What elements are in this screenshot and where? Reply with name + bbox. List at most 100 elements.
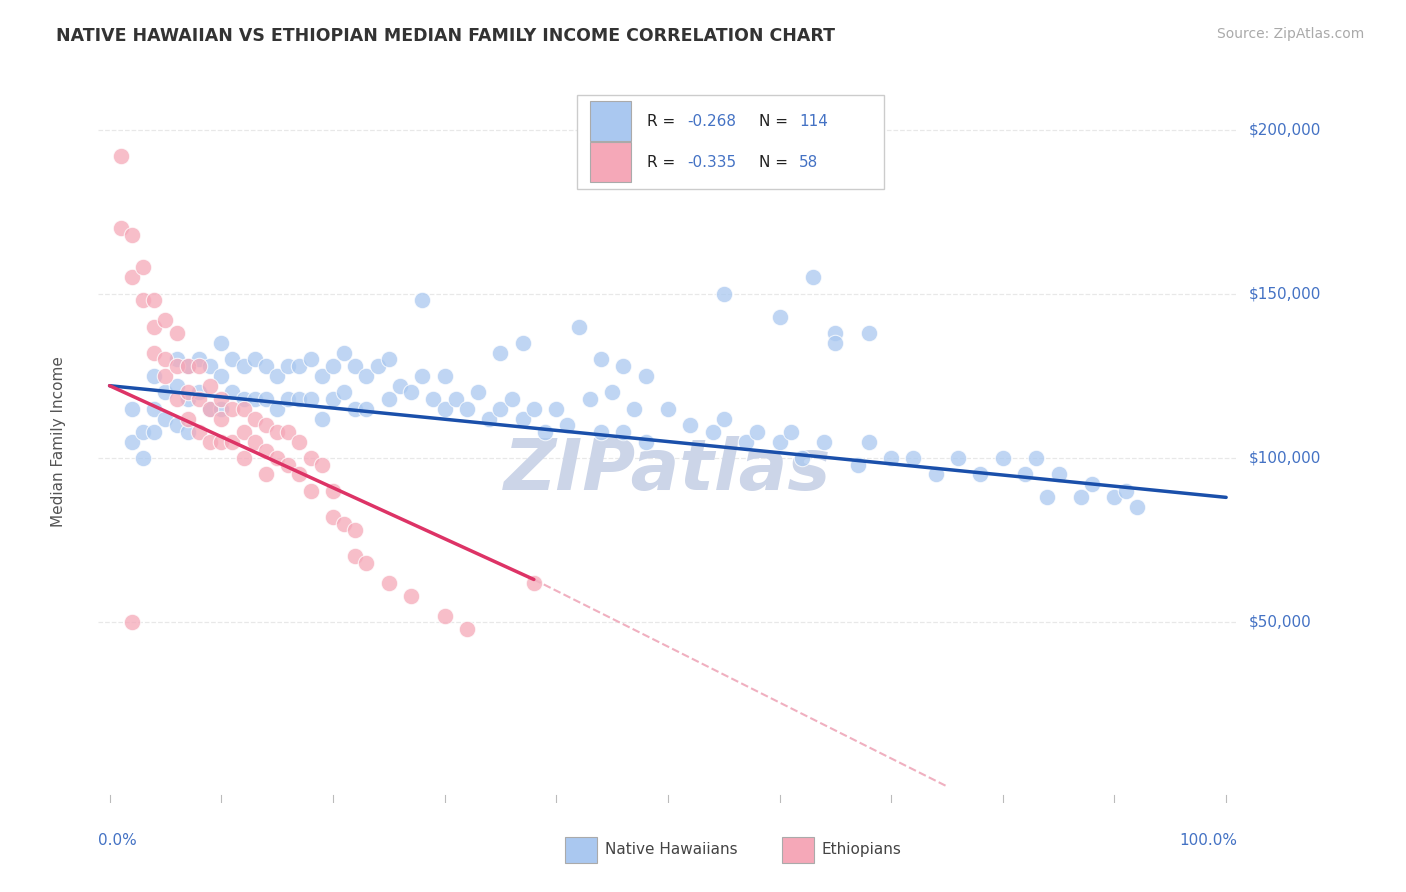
Point [679, 418, 702, 433]
Point [433, 368, 456, 383]
Point [322, 510, 344, 524]
Point [155, 411, 177, 425]
Point [232, 450, 254, 465]
Point [311, 368, 333, 383]
Bar [591, 143, 631, 182]
Point [221, 434, 243, 449]
Point [121, 401, 143, 416]
Point [790, 450, 813, 465]
Point [333, 346, 356, 360]
Point [254, 418, 277, 433]
Point [243, 434, 266, 449]
Point [557, 418, 579, 433]
Text: N =: N = [759, 113, 793, 128]
Text: Source: ZipAtlas.com: Source: ZipAtlas.com [1216, 27, 1364, 41]
Point [209, 401, 232, 416]
Point [277, 359, 299, 373]
Point [232, 392, 254, 406]
Point [422, 392, 444, 406]
Point [254, 444, 277, 458]
Point [198, 359, 221, 373]
Point [344, 401, 367, 416]
Point [969, 467, 991, 482]
Text: Native Hawaiians: Native Hawaiians [605, 842, 738, 857]
Point [132, 260, 155, 275]
Point [221, 401, 243, 416]
Point [377, 352, 399, 367]
Point [243, 411, 266, 425]
Point [813, 434, 835, 449]
Point [991, 450, 1014, 465]
Point [266, 401, 288, 416]
Point [266, 425, 288, 439]
Point [166, 418, 188, 433]
Point [132, 450, 155, 465]
Point [399, 385, 422, 400]
Point [311, 458, 333, 472]
Point [846, 458, 869, 472]
Point [221, 385, 243, 400]
Point [344, 549, 367, 564]
Point [388, 378, 411, 392]
Point [478, 411, 501, 425]
Point [198, 401, 221, 416]
Text: N =: N = [759, 155, 793, 169]
Point [824, 336, 846, 351]
Point [299, 352, 322, 367]
Point [299, 392, 322, 406]
Point [177, 385, 200, 400]
Point [768, 310, 790, 324]
Point [1115, 483, 1137, 498]
Point [288, 359, 311, 373]
Point [121, 615, 143, 630]
Point [266, 368, 288, 383]
Text: NATIVE HAWAIIAN VS ETHIOPIAN MEDIAN FAMILY INCOME CORRELATION CHART: NATIVE HAWAIIAN VS ETHIOPIAN MEDIAN FAMI… [56, 27, 835, 45]
Point [209, 434, 232, 449]
Point [501, 392, 523, 406]
Point [612, 425, 634, 439]
Point [1014, 467, 1036, 482]
Point [735, 434, 758, 449]
Point [288, 392, 311, 406]
Point [377, 575, 399, 590]
Point [344, 359, 367, 373]
Point [578, 392, 600, 406]
Point [322, 483, 344, 498]
Text: R =: R = [647, 155, 681, 169]
Point [467, 385, 489, 400]
Point [858, 434, 880, 449]
Point [1036, 491, 1059, 505]
Point [634, 368, 657, 383]
Text: $50,000: $50,000 [1249, 615, 1312, 630]
Point [221, 352, 243, 367]
Point [456, 401, 478, 416]
Point [1126, 500, 1149, 515]
Point [209, 368, 232, 383]
Point [1025, 450, 1047, 465]
Point [166, 326, 188, 341]
Point [209, 411, 232, 425]
Point [198, 401, 221, 416]
Point [512, 411, 534, 425]
Point [166, 392, 188, 406]
Point [177, 425, 200, 439]
Point [277, 458, 299, 472]
Point [232, 425, 254, 439]
Point [456, 622, 478, 636]
Text: $200,000: $200,000 [1249, 122, 1320, 137]
Point [880, 450, 903, 465]
Point [1047, 467, 1070, 482]
Point [657, 401, 679, 416]
Point [356, 401, 378, 416]
Point [589, 425, 612, 439]
Point [143, 368, 166, 383]
Point [187, 425, 209, 439]
Point [143, 293, 166, 308]
Point [858, 326, 880, 341]
Point [433, 401, 456, 416]
Point [187, 359, 209, 373]
Point [567, 319, 589, 334]
Point [177, 359, 200, 373]
Point [903, 450, 925, 465]
Point [1104, 491, 1126, 505]
